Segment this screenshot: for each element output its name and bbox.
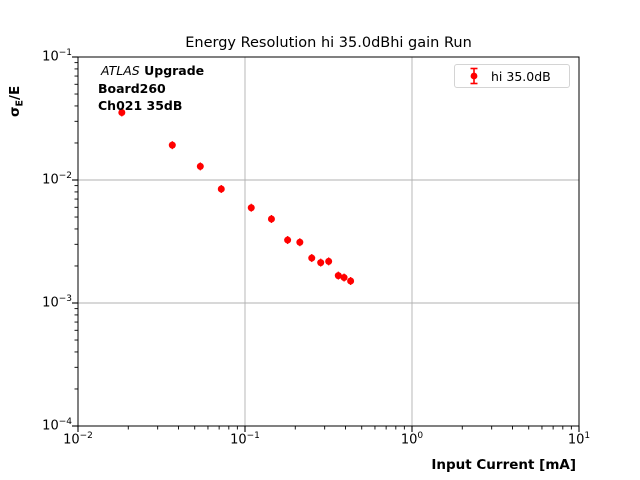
y-label-subscript: E	[14, 99, 26, 107]
data-point	[334, 272, 342, 280]
annotation-upgrade: Upgrade	[144, 63, 205, 78]
y-tick-label: 10−2	[42, 171, 72, 188]
legend: hi 35.0dB	[454, 64, 570, 88]
y-tick-label: 10−1	[42, 48, 72, 65]
annotation-block: ATLAS Upgrade Board260 Ch021 35dB	[98, 62, 204, 115]
annotation-line-3: Ch021 35dB	[98, 98, 183, 113]
y-label-rest: /E	[7, 85, 23, 100]
legend-errorbar-icon	[470, 67, 478, 85]
data-point	[217, 185, 225, 193]
x-axis-label: Input Current [mA]	[431, 457, 576, 473]
data-point	[196, 162, 204, 170]
plot-border	[77, 56, 580, 427]
x-tick-label: 101	[567, 431, 591, 448]
annotation-atlas: ATLAS	[101, 63, 140, 78]
y-tick-label: 10−4	[42, 417, 72, 434]
annotation-line-2: Board260	[98, 80, 166, 96]
data-point	[296, 238, 304, 246]
data-point	[247, 204, 255, 212]
chart-title: Energy Resolution hi 35.0dBhi gain Run	[185, 35, 472, 51]
legend-label: hi 35.0dB	[491, 68, 551, 84]
data-point	[347, 277, 355, 285]
y-label-sigma: σ	[7, 106, 23, 117]
data-point	[284, 236, 292, 244]
annotation-line-1: ATLAS Upgrade	[98, 62, 204, 80]
data-point	[317, 259, 325, 267]
y-tick-label: 10−3	[42, 294, 72, 311]
data-point	[325, 257, 333, 265]
data-point	[340, 274, 348, 282]
data-point	[118, 108, 126, 116]
data-point	[308, 254, 316, 262]
data-point	[168, 141, 176, 149]
x-tick-label: 100	[400, 431, 424, 448]
y-axis-label: σE/E	[7, 86, 26, 117]
x-tick-label: 10−1	[230, 431, 260, 448]
data-point	[267, 215, 275, 223]
x-tick-label: 10−2	[63, 431, 93, 448]
